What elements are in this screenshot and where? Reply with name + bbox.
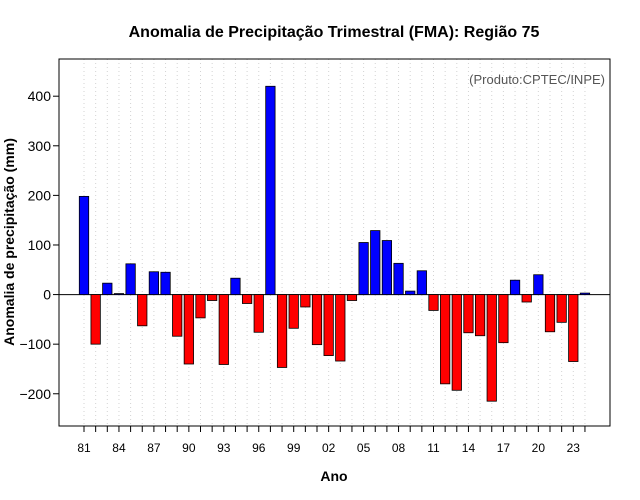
- x-tick-label: 23: [567, 441, 581, 455]
- bar-2022: [556, 294, 567, 323]
- bar-1990: [183, 294, 194, 365]
- bar-1981: [78, 195, 90, 295]
- bar-1997: [265, 85, 276, 295]
- bar-2009: [405, 290, 416, 295]
- grid-lines: [83, 59, 586, 426]
- y-tick-label: −200: [19, 386, 51, 402]
- bar-2024: [579, 292, 591, 295]
- bar-1994: [230, 277, 241, 295]
- bar-2003: [335, 294, 346, 362]
- bar-2023: [568, 294, 579, 362]
- bars-group: [78, 85, 591, 402]
- bar-1999: [288, 294, 299, 329]
- y-axis: −200 −100 0 100 200 300 400: [19, 88, 59, 402]
- bar-1988: [160, 271, 171, 295]
- bar-2006: [370, 230, 381, 295]
- chart-title: Anomalia de Precipitação Trimestral (FMA…: [129, 24, 540, 41]
- bar-1996: [253, 294, 264, 333]
- bar-2013: [451, 294, 462, 391]
- bar-1993: [218, 294, 229, 365]
- bar-1989: [172, 294, 183, 337]
- bar-1995: [241, 294, 253, 304]
- bar-2004: [346, 294, 358, 301]
- y-tick-label: 100: [28, 237, 52, 253]
- bar-1991: [195, 294, 206, 319]
- source-annotation: (Produto:CPTEC/INPE): [469, 72, 605, 87]
- x-tick-label: 84: [112, 441, 126, 455]
- x-axis-label: Ano: [320, 468, 347, 484]
- bar-1998: [276, 294, 288, 368]
- bar-2011: [428, 294, 439, 311]
- bar-2001: [311, 294, 323, 346]
- bar-2007: [381, 240, 393, 295]
- bar-2000: [300, 294, 311, 308]
- plot-frame: [58, 58, 611, 427]
- bar-1987: [148, 271, 159, 295]
- x-tick-label: 99: [287, 441, 301, 455]
- x-axis: 81 84 87 90 93 96 99 02 05 08 11 14 17 20 23: [77, 426, 586, 455]
- bar-2014: [463, 294, 474, 334]
- bar-1985: [125, 263, 136, 295]
- y-tick-label: 300: [28, 138, 52, 154]
- bar-1983: [102, 282, 113, 295]
- bar-2010: [416, 270, 427, 295]
- bar-2017: [498, 294, 509, 344]
- bar-2005: [358, 242, 369, 295]
- x-tick-label: 90: [182, 441, 196, 455]
- bar-2018: [509, 279, 521, 295]
- y-tick-label: −100: [19, 336, 51, 352]
- x-tick-label: 20: [532, 441, 546, 455]
- bar-1984: [113, 293, 125, 295]
- x-tick-label: 08: [392, 441, 406, 455]
- bar-1982: [90, 294, 101, 345]
- x-tick-label: 17: [497, 441, 511, 455]
- bar-2019: [521, 294, 532, 303]
- y-tick-label: 400: [28, 88, 52, 104]
- x-tick-label: 02: [322, 441, 336, 455]
- bar-2021: [544, 294, 556, 333]
- x-tick-label: 14: [462, 441, 476, 455]
- x-tick-label: 96: [252, 441, 266, 455]
- bar-2016: [486, 294, 497, 402]
- bar-2008: [393, 262, 404, 295]
- x-tick-label: 93: [217, 441, 231, 455]
- y-axis-label: Anomalia de precipitação (mm): [1, 138, 17, 346]
- x-tick-label: 87: [147, 441, 161, 455]
- bar-2012: [440, 294, 451, 385]
- x-tick-label: 81: [77, 441, 91, 455]
- y-tick-label: 0: [43, 287, 51, 303]
- bar-2002: [323, 294, 334, 356]
- bar-1986: [137, 294, 148, 327]
- bar-1992: [207, 294, 218, 301]
- bar-2015: [474, 294, 486, 337]
- y-tick-label: 200: [28, 187, 52, 203]
- bar-2020: [533, 274, 544, 295]
- x-tick-label: 11: [427, 441, 440, 455]
- x-tick-label: 05: [357, 441, 371, 455]
